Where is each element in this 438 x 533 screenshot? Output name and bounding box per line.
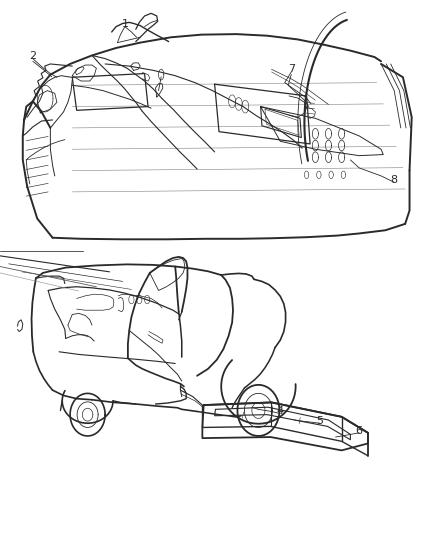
Text: 7: 7 <box>288 64 295 74</box>
Text: 5: 5 <box>316 416 323 426</box>
Text: 2: 2 <box>29 51 36 61</box>
Text: 6: 6 <box>356 426 363 435</box>
Text: 4: 4 <box>277 407 284 416</box>
Text: 8: 8 <box>391 175 398 185</box>
Text: 1: 1 <box>121 19 128 29</box>
